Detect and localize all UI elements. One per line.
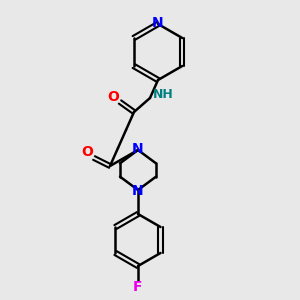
Text: N: N: [132, 184, 144, 198]
Text: N: N: [152, 16, 164, 30]
Text: NH: NH: [153, 88, 173, 101]
Text: O: O: [81, 145, 93, 159]
Text: O: O: [107, 90, 119, 104]
Text: F: F: [133, 280, 143, 294]
Text: N: N: [132, 142, 144, 156]
